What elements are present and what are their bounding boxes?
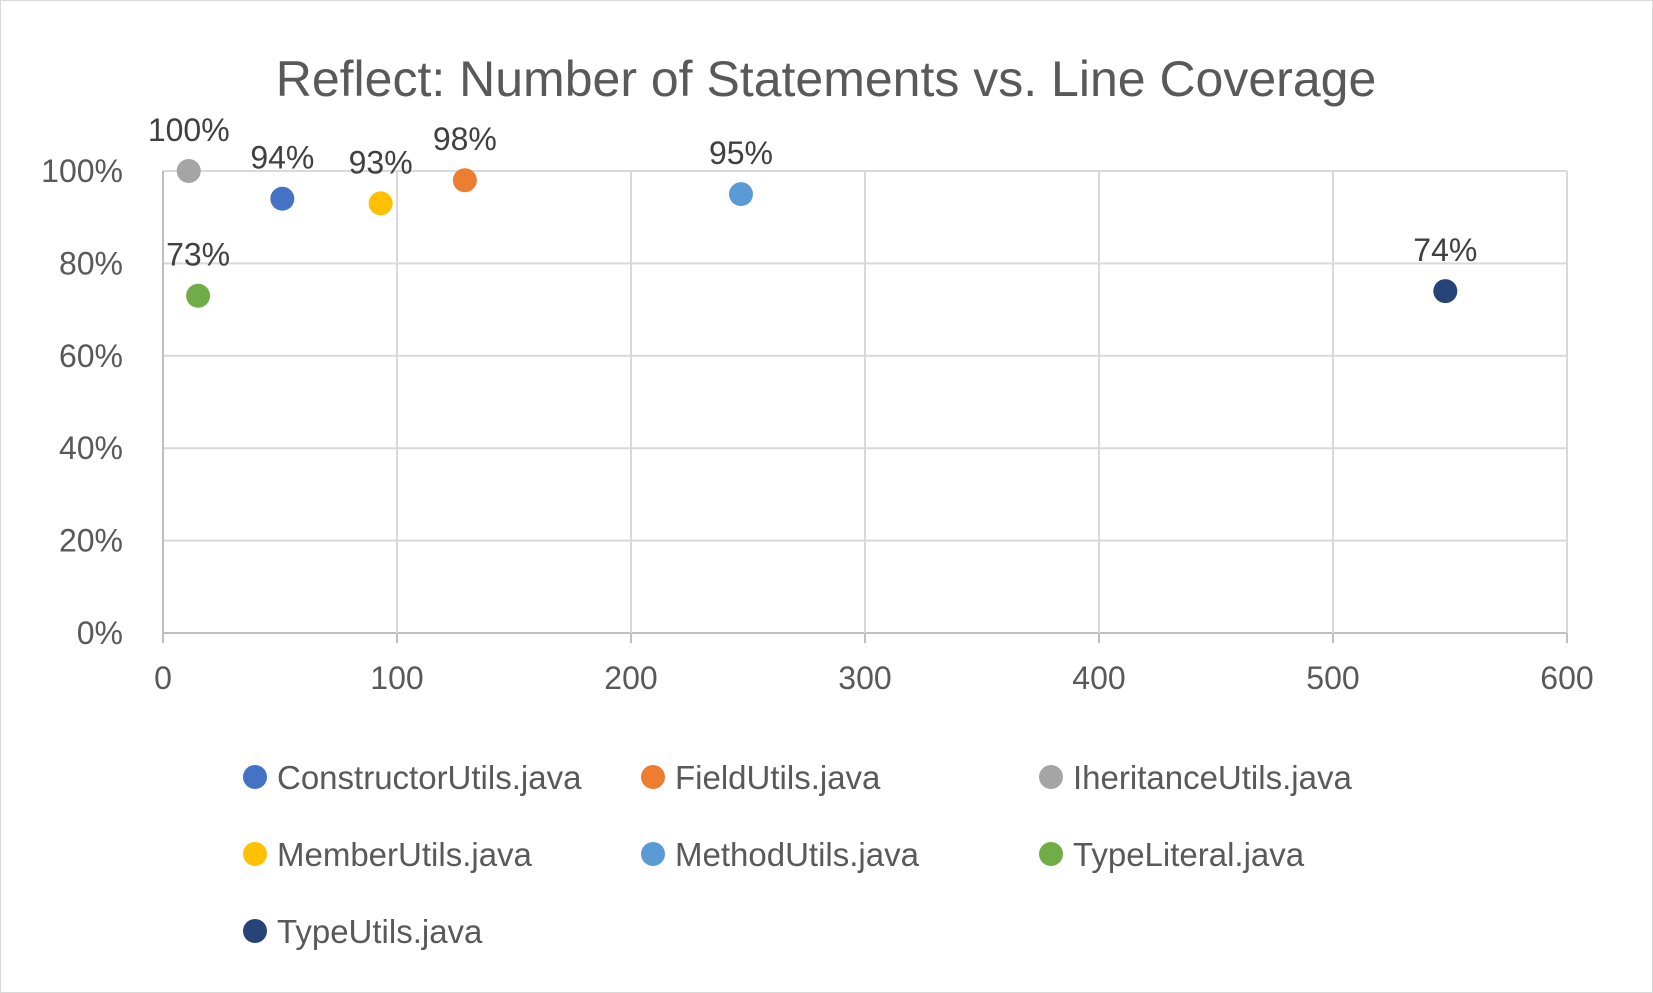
data-point <box>270 186 295 211</box>
data-point <box>186 283 211 308</box>
y-tick-label: 60% <box>59 338 123 374</box>
data-point <box>728 182 753 207</box>
data-points <box>176 159 1458 308</box>
chart-title: Reflect: Number of Statements vs. Line C… <box>276 51 1377 107</box>
y-tick-label: 80% <box>59 245 123 281</box>
x-tick-label: 500 <box>1306 660 1359 696</box>
data-labels: 94% 98% 100% 93% 95% 73% 74% <box>148 112 1478 273</box>
y-tick-label: 0% <box>77 615 123 651</box>
x-tick-label: 600 <box>1540 660 1593 696</box>
data-point <box>1433 279 1458 304</box>
data-label: 94% <box>250 140 314 176</box>
data-label: 98% <box>433 121 497 157</box>
legend-entry: ConstructorUtils.java <box>277 759 582 796</box>
tick-labels: 0% 20% 40% 60% 80% 100% 0 100 200 300 400 500 600 <box>41 153 1594 696</box>
data-label: 100% <box>148 112 230 148</box>
legend-marker <box>1039 842 1063 866</box>
legend-marker <box>641 765 665 789</box>
legend-marker <box>243 842 267 866</box>
legend-marker <box>1039 765 1063 789</box>
legend-entry: TypeUtils.java <box>277 913 483 950</box>
legend-marker <box>243 765 267 789</box>
legend-entry: TypeLiteral.java <box>1073 836 1305 873</box>
legend-entry: MethodUtils.java <box>675 836 920 873</box>
y-tick-label: 40% <box>59 430 123 466</box>
data-point <box>368 191 393 216</box>
legend-marker <box>243 919 267 943</box>
data-label: 95% <box>709 135 773 171</box>
data-label: 93% <box>349 144 413 180</box>
x-tick-label: 100 <box>370 660 423 696</box>
x-tick-label: 0 <box>154 660 172 696</box>
x-tick-label: 400 <box>1072 660 1125 696</box>
legend-entry: FieldUtils.java <box>675 759 881 796</box>
data-label: 74% <box>1413 232 1477 268</box>
x-tick-label: 300 <box>838 660 891 696</box>
gridlines <box>162 170 1568 643</box>
data-point <box>176 159 201 183</box>
y-tick-label: 20% <box>59 523 123 559</box>
legend-marker <box>641 842 665 866</box>
x-tick-label: 200 <box>604 660 657 696</box>
legend: ConstructorUtils.java FieldUtils.java Iher… <box>243 759 1352 950</box>
data-point <box>452 168 477 193</box>
data-label: 73% <box>166 237 230 273</box>
y-tick-label: 100% <box>41 153 123 189</box>
legend-entry: IheritanceUtils.java <box>1073 759 1352 796</box>
legend-entry: MemberUtils.java <box>277 836 533 873</box>
